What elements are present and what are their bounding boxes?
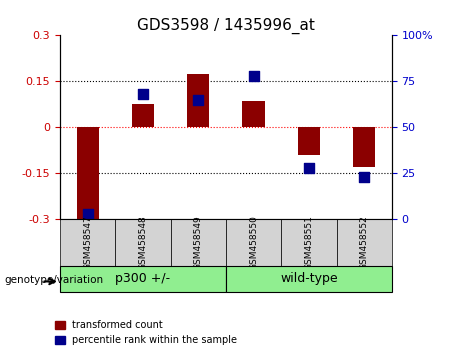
FancyBboxPatch shape xyxy=(337,219,392,266)
Bar xyxy=(132,104,154,127)
Text: GSM458552: GSM458552 xyxy=(360,215,369,270)
Legend: transformed count, percentile rank within the sample: transformed count, percentile rank withi… xyxy=(51,316,241,349)
Bar xyxy=(298,127,320,155)
Text: GSM458547: GSM458547 xyxy=(83,215,92,270)
FancyBboxPatch shape xyxy=(60,219,115,266)
FancyBboxPatch shape xyxy=(115,219,171,266)
FancyBboxPatch shape xyxy=(171,219,226,266)
Text: p300 +/-: p300 +/- xyxy=(115,272,171,285)
Point xyxy=(84,211,91,217)
FancyBboxPatch shape xyxy=(226,266,392,292)
Title: GDS3598 / 1435996_at: GDS3598 / 1435996_at xyxy=(137,18,315,34)
Bar xyxy=(353,127,375,167)
Point xyxy=(139,91,147,97)
FancyBboxPatch shape xyxy=(60,266,226,292)
Text: GSM458549: GSM458549 xyxy=(194,215,203,270)
Point xyxy=(361,174,368,180)
Text: genotype/variation: genotype/variation xyxy=(5,275,104,285)
Point xyxy=(250,73,257,79)
Bar xyxy=(77,127,99,221)
Text: GSM458550: GSM458550 xyxy=(249,215,258,270)
FancyBboxPatch shape xyxy=(226,219,281,266)
Text: GSM458551: GSM458551 xyxy=(304,215,313,270)
Point xyxy=(195,97,202,103)
Point xyxy=(305,165,313,171)
Text: wild-type: wild-type xyxy=(280,272,337,285)
Bar xyxy=(187,74,209,127)
Bar xyxy=(242,101,265,127)
Text: GSM458548: GSM458548 xyxy=(138,215,148,270)
FancyBboxPatch shape xyxy=(281,219,337,266)
